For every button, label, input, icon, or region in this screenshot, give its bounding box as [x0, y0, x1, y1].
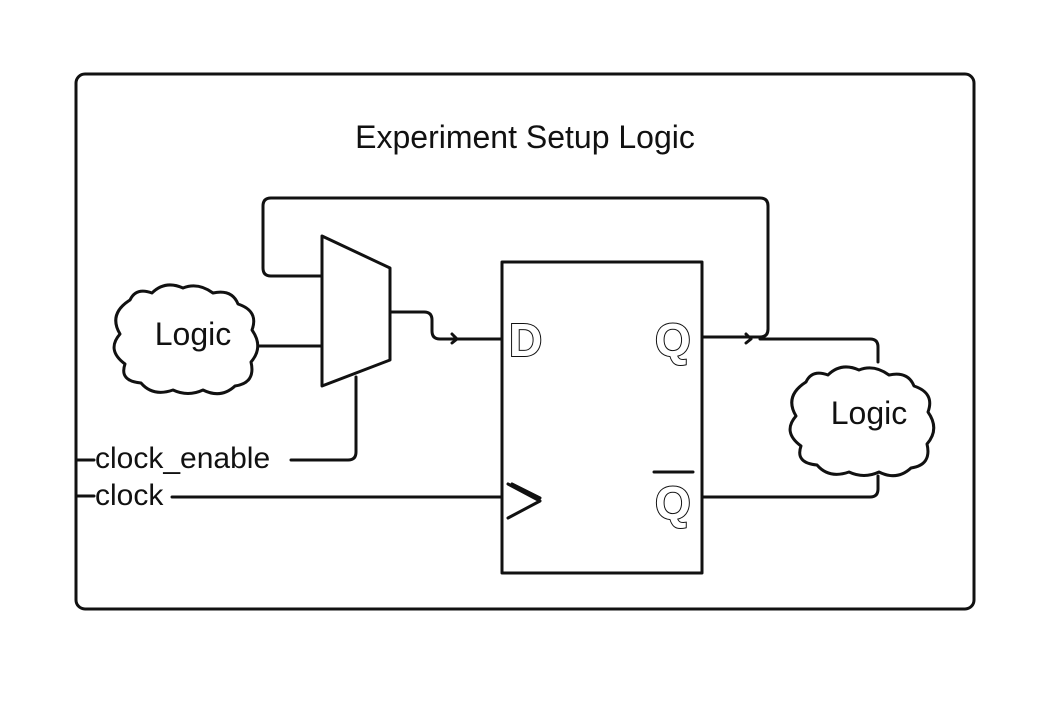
- q-out-arrow: [744, 332, 753, 345]
- logic-right-label: Logic: [831, 395, 908, 431]
- flip-flop: [500, 260, 704, 575]
- pin-clock-symbol: [506, 482, 542, 520]
- feedback-wire: [261, 196, 770, 339]
- multiplexer: [320, 234, 392, 388]
- mux-to-d-arrow: [450, 332, 459, 345]
- pin-d-label: D: [509, 314, 542, 366]
- logic-cloud-left: [112, 283, 260, 396]
- diagram-title: Experiment Setup Logic: [355, 119, 695, 155]
- clock-enable-label: clock_enable: [95, 442, 270, 475]
- qbar-to-logic-wire: [700, 474, 880, 499]
- clock-label: clock: [95, 479, 164, 512]
- pin-qbar-label: Q: [655, 477, 691, 529]
- logic-left-label: Logic: [155, 316, 232, 352]
- q-to-logic-wire: [758, 337, 880, 364]
- clock-enable-to-mux-wire: [289, 375, 358, 462]
- logic-cloud-right: [788, 365, 936, 478]
- mux-to-d-wire: [388, 310, 504, 341]
- pin-q-label: Q: [655, 314, 691, 366]
